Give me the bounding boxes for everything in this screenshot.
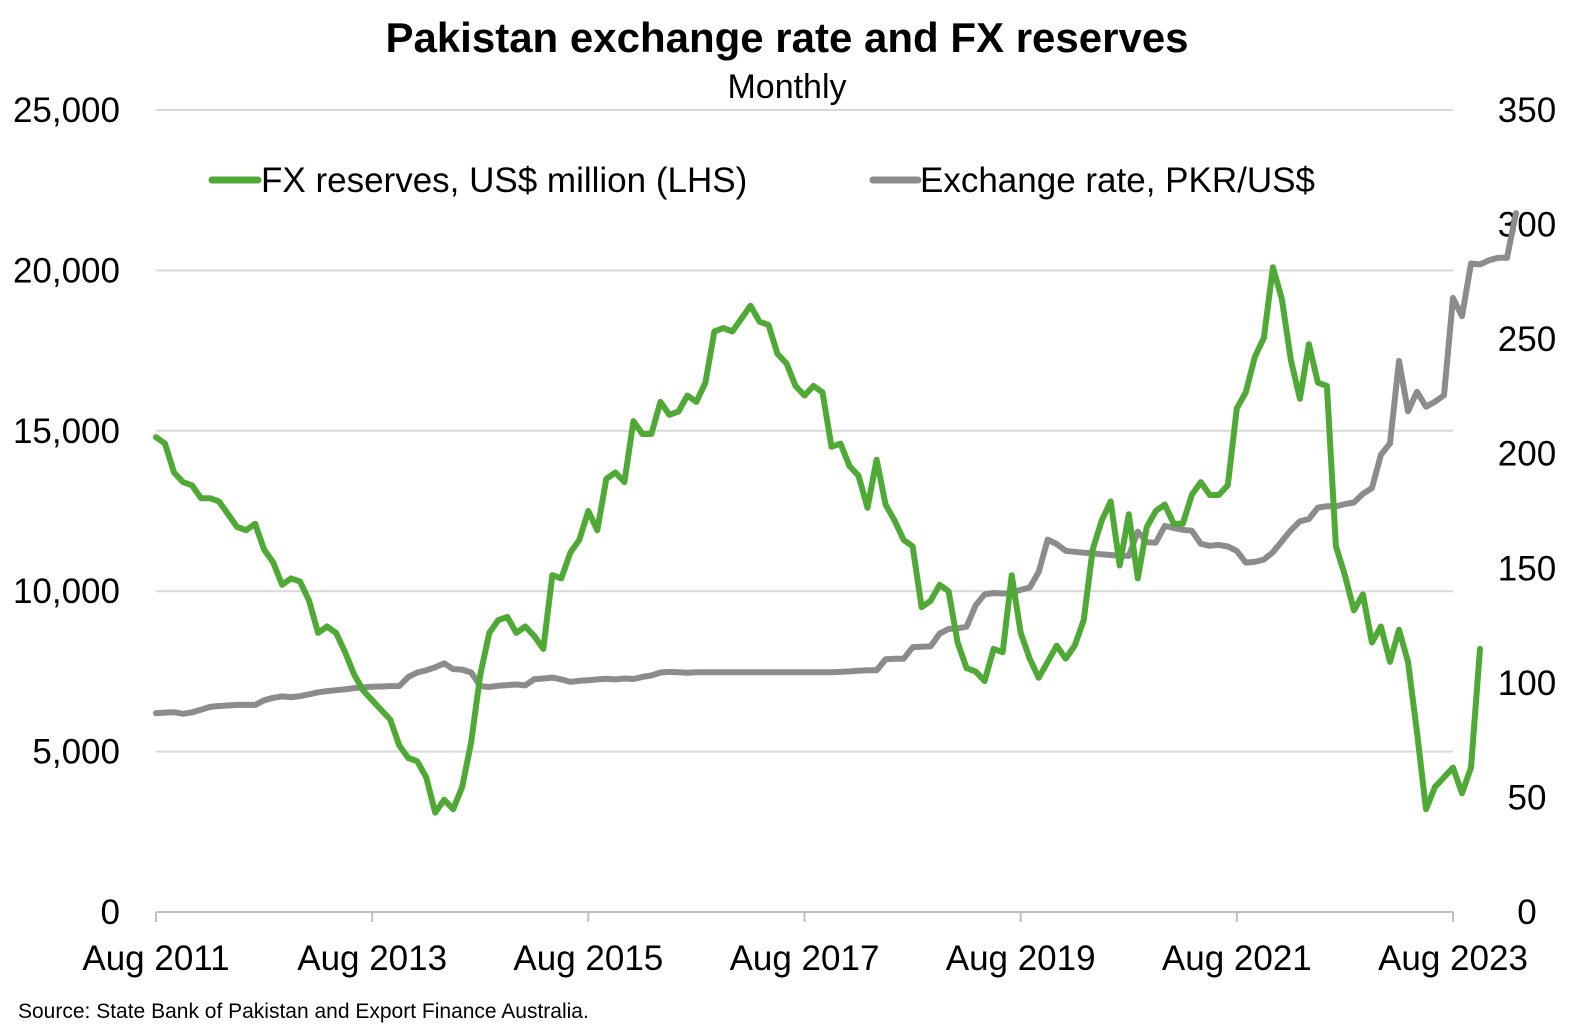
source-note: Source: State Bank of Pakistan and Expor… [18,1000,589,1023]
x-axis-ticks: Aug 2011 Aug 2013 Aug 2015 Aug 2017 Aug 2019… [82,912,1528,978]
legend-label-fx-reserves: FX reserves, US$ million (LHS) [261,161,747,200]
x-tick-label: Aug 2019 [946,939,1096,978]
x-tick-label: Aug 2021 [1162,939,1312,978]
left-axis-ticks: 0 5,000 10,000 15,000 20,000 25,000 [13,91,120,932]
series-line-exchange-rate [153,210,1519,717]
left-tick-label: 20,000 [13,251,120,290]
series-line-fx-reserves [153,264,1483,816]
right-axis-ticks: 0 50 100 150 200 250 300 350 [1498,91,1556,932]
left-tick-label: 0 [101,893,120,932]
right-tick-label: 300 [1498,206,1556,245]
chart-title: Pakistan exchange rate and FX reserves [385,14,1188,61]
gridlines [156,109,1453,753]
x-tick-label: Aug 2017 [730,939,880,978]
left-tick-label: 15,000 [13,412,120,451]
left-tick-label: 10,000 [13,572,120,611]
x-tick-label: Aug 2015 [513,939,663,978]
x-tick-label: Aug 2023 [1378,939,1528,978]
right-tick-label: 0 [1517,893,1536,932]
right-tick-label: 350 [1498,91,1556,130]
series-lines [153,210,1519,816]
x-tick-label: Aug 2011 [82,939,229,978]
right-tick-label: 200 [1498,435,1556,474]
chart-subtitle: Monthly [727,68,846,106]
right-tick-label: 150 [1498,549,1556,588]
left-tick-label: 5,000 [32,733,120,772]
legend-label-exchange-rate: Exchange rate, PKR/US$ [920,161,1315,200]
right-tick-label: 50 [1508,778,1547,817]
x-tick-label: Aug 2013 [297,939,447,978]
right-tick-label: 100 [1498,664,1556,703]
legend: FX reserves, US$ million (LHS) Exchange … [208,161,1315,200]
left-tick-label: 25,000 [13,91,120,130]
right-tick-label: 250 [1498,320,1556,359]
